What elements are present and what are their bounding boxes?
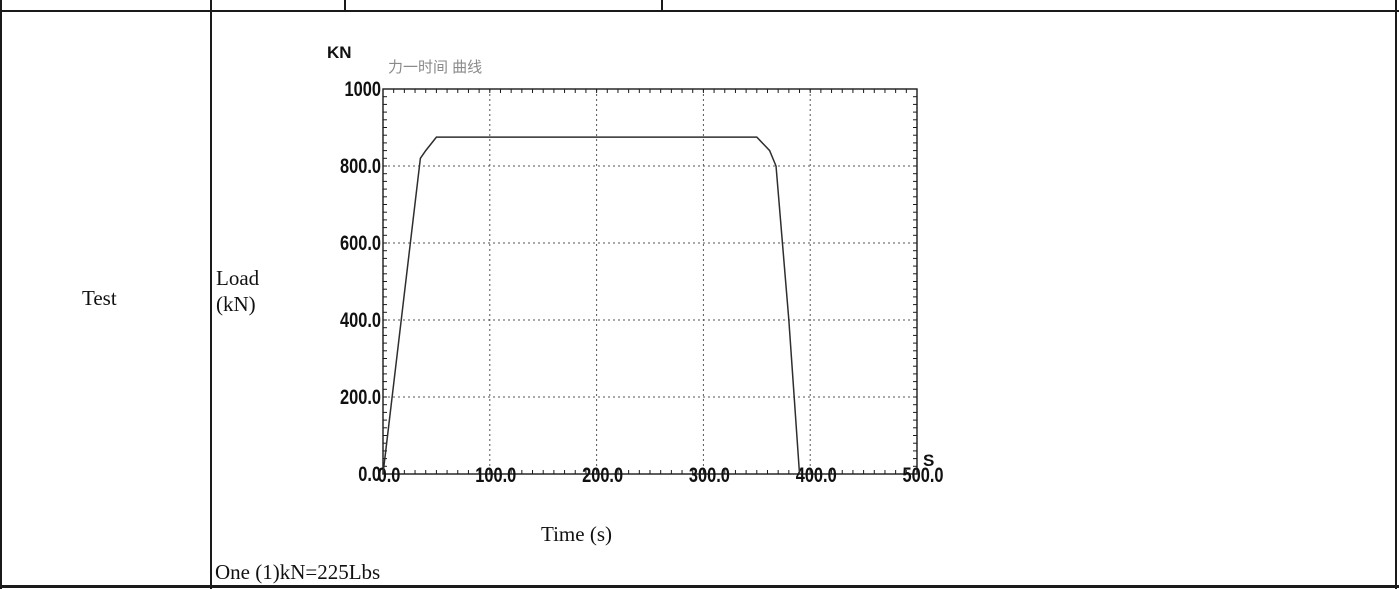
y-tick-label: 400.0 xyxy=(340,308,381,331)
conversion-note: One (1)kN=225Lbs xyxy=(215,560,381,584)
y-tick-label: 600.0 xyxy=(340,231,381,254)
x-axis-title: Time (s) xyxy=(541,522,612,546)
x-tick-label: 200.0 xyxy=(582,463,623,486)
y-unit-label: KN xyxy=(327,43,352,62)
y-tick-label: 1000 xyxy=(345,77,381,100)
table-top-border xyxy=(0,10,1399,12)
x-tick-label: 400.0 xyxy=(796,463,837,486)
y-axis-title: Load (kN) xyxy=(216,266,260,316)
x-tick-label: 0.0 xyxy=(378,463,401,486)
tick-labels: 0.0 100.0 200.0 300.0 400.0 500.0 0.0 200.0 400.… xyxy=(340,77,943,486)
table-bottom-border xyxy=(0,585,1399,588)
y-tick-label: 800.0 xyxy=(340,154,381,177)
series-line-load xyxy=(382,136,801,475)
x-tick-label: 300.0 xyxy=(689,463,730,486)
y-tick-label: 0.0 xyxy=(358,462,381,485)
table-column-divider xyxy=(210,0,212,589)
table-left-border xyxy=(0,0,2,589)
grid-layer xyxy=(383,89,917,474)
plot-frame xyxy=(382,88,918,475)
y-tick-label: 200.0 xyxy=(340,385,381,408)
row-label-test: Test xyxy=(82,286,117,310)
x-tick-label: 500.0 xyxy=(903,463,944,486)
header-divider-2 xyxy=(661,0,663,11)
x-tick-label: 100.0 xyxy=(475,463,516,486)
x-unit-label: S xyxy=(923,451,934,470)
header-divider-1 xyxy=(344,0,346,11)
plot-title: 力一时间 曲线 xyxy=(388,59,482,76)
table-right-border xyxy=(1395,0,1397,589)
tick-marks xyxy=(382,88,918,475)
